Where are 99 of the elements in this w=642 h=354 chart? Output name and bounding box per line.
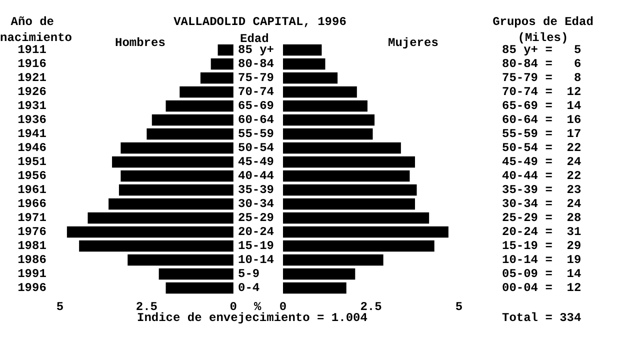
y-tick-label: 1916 — [18, 57, 46, 71]
y-tick-label: 0-4 — [238, 281, 260, 295]
bar — [218, 44, 234, 56]
bar — [283, 268, 356, 280]
y-tick-label: 1941 — [18, 127, 46, 141]
text: 75-79 = 8 — [502, 70, 582, 86]
bar — [283, 198, 415, 210]
bar — [108, 198, 234, 210]
bar — [152, 114, 234, 126]
text: 40-44 = 22 — [502, 168, 582, 184]
y-tick-label: 1961 — [18, 183, 46, 197]
y-tick-label: 1976 — [18, 225, 46, 239]
bar — [180, 86, 234, 98]
text: 85 y+ = 5 — [502, 43, 582, 58]
y-tick-label: 50-54 — [238, 141, 274, 155]
y-tick-label: 15-19 — [238, 239, 274, 253]
y-tick-label: 1956 — [18, 169, 46, 183]
text: 55-59 = 17 — [502, 126, 582, 142]
y-tick-label: 70-74 — [238, 85, 274, 99]
text: 45-49 = 24 — [502, 154, 582, 170]
y-tick-label: 1991 — [18, 267, 46, 281]
y-axis-title: Año de nacimiento — [0, 15, 72, 45]
text: VALLADOLID CAPITAL, 1996 — [172, 14, 348, 30]
y-tick-label: 1981 — [18, 239, 46, 253]
y-tick-label: 35-39 — [238, 183, 274, 197]
bar — [88, 212, 234, 224]
y-tick-label: 1946 — [18, 141, 46, 155]
y-tick-label: 40-44 — [238, 169, 274, 183]
bar — [200, 72, 234, 84]
text: 35-39 = 23 — [502, 182, 582, 198]
y-tick-label: 1921 — [18, 71, 46, 85]
y-tick-label: 1931 — [18, 99, 46, 113]
y-tick-label: 55-59 — [238, 127, 274, 141]
text: 15-19 = 29 — [502, 238, 582, 254]
y-tick-label: 30-34 — [238, 197, 274, 211]
bar — [283, 212, 430, 224]
text: 65-69 = 14 — [502, 98, 582, 114]
x-tick-label: 5 — [56, 300, 64, 314]
text: 05-09 = 14 — [502, 266, 582, 282]
y-tick-label: 1996 — [18, 281, 46, 295]
y-tick-label: 1971 — [18, 211, 46, 225]
bar — [210, 58, 234, 70]
bar — [283, 44, 322, 56]
text: 50-54 = 22 — [502, 140, 582, 156]
y-tick-label: 45-49 — [238, 155, 274, 169]
y-tick-label: 85 y+ — [238, 43, 274, 57]
y-tick-label: 75-79 — [238, 71, 274, 85]
y-tick-label: 5-9 — [238, 267, 260, 281]
chart-title: Mujeres — [388, 36, 438, 50]
text: 00-04 = 12 — [502, 280, 582, 296]
bar — [283, 170, 410, 182]
bar — [283, 128, 373, 140]
bar — [283, 58, 326, 70]
bar — [283, 226, 448, 238]
y-tick-label: 1986 — [18, 253, 46, 267]
bar — [66, 226, 234, 238]
bar — [166, 282, 234, 294]
text: Total = 334 — [502, 310, 582, 326]
y-tick-label: 20-24 — [238, 225, 274, 239]
bar — [120, 170, 234, 182]
text: 10-14 = 19 — [502, 252, 582, 268]
bar — [146, 128, 234, 140]
y-tick-label: 65-69 — [238, 99, 274, 113]
y-tick-label: 80-84 — [238, 57, 274, 71]
y-axis-title: Edad — [240, 32, 269, 46]
text: 80-84 = 6 — [502, 56, 582, 72]
text: 60-64 = 16 — [502, 112, 582, 128]
bar — [128, 254, 234, 266]
bar — [283, 254, 384, 266]
bar — [283, 240, 434, 252]
bar — [283, 282, 346, 294]
x-tick-label: 5 — [455, 300, 463, 314]
chart-title: Hombres — [115, 36, 166, 50]
bar — [79, 240, 234, 252]
bar — [283, 72, 338, 84]
bar — [112, 156, 234, 168]
y-tick-label: 1911 — [18, 43, 46, 57]
text: 70-74 = 12 — [502, 84, 582, 100]
bar — [283, 114, 375, 126]
y-tick-label: 10-14 — [238, 253, 274, 267]
y-tick-label: 25-29 — [238, 211, 274, 225]
text: 20-24 = 31 — [502, 224, 582, 240]
y-tick-label: 1926 — [18, 85, 46, 99]
bar — [118, 184, 234, 196]
bar — [283, 100, 368, 112]
y-tick-label: 60-64 — [238, 113, 274, 127]
bar — [283, 86, 357, 98]
text: 30-34 = 24 — [502, 196, 582, 212]
bar — [283, 142, 401, 154]
bar — [166, 100, 234, 112]
text: Grupos de Edad (Miles) — [492, 14, 594, 45]
y-tick-label: 1951 — [18, 155, 46, 169]
y-tick-label: 1936 — [18, 113, 46, 127]
y-tick-label: 1966 — [18, 197, 46, 211]
bar — [120, 142, 234, 154]
text: 25-29 = 28 — [502, 210, 582, 226]
bar — [158, 268, 234, 280]
bar — [283, 156, 415, 168]
bar — [283, 184, 417, 196]
